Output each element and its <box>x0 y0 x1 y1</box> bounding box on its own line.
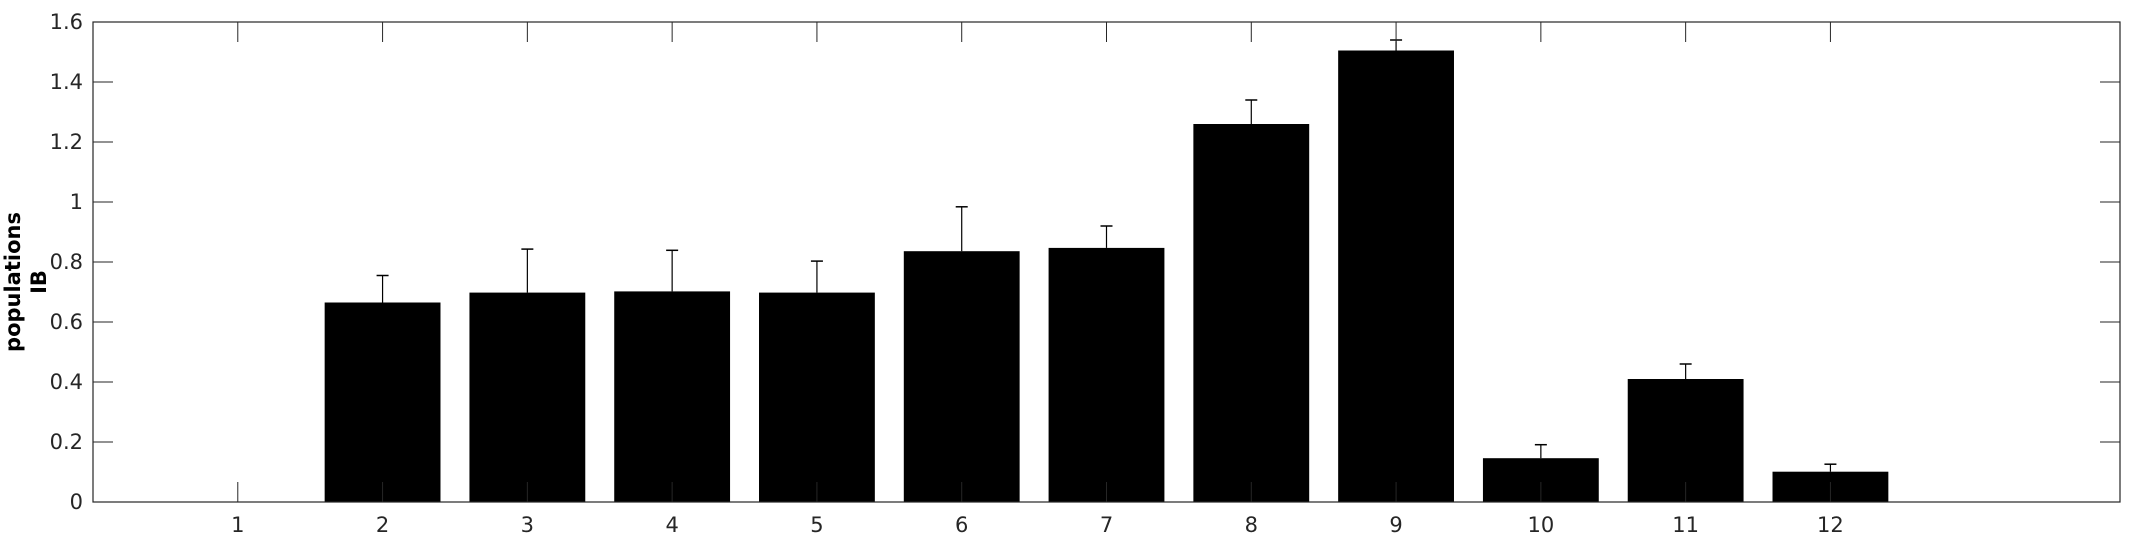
y-tick-label: 1.4 <box>50 70 83 94</box>
bar <box>1048 247 1165 502</box>
error-bar <box>1824 463 1837 472</box>
x-tick-label: 3 <box>521 513 534 533</box>
y-tick-label: 1 <box>70 190 83 214</box>
x-tick-label: 11 <box>1672 513 1699 533</box>
error-bar <box>810 260 823 293</box>
error-bar <box>955 206 968 252</box>
x-tick-label: 2 <box>376 513 389 533</box>
x-tick-label: 8 <box>1245 513 1258 533</box>
bar <box>1338 50 1454 502</box>
bar <box>1193 124 1310 502</box>
bar <box>759 292 875 502</box>
x-tick-label: 12 <box>1817 513 1844 533</box>
y-axis-label-line-2: IB <box>27 270 51 294</box>
x-tick-label: 9 <box>1389 513 1402 533</box>
y-axis-label-line-1: populations <box>1 212 25 352</box>
x-tick-label: 4 <box>665 513 678 533</box>
bar <box>1627 379 1744 502</box>
x-tick-label: 5 <box>810 513 823 533</box>
x-tick-label: 7 <box>1100 513 1113 533</box>
error-bar <box>666 249 679 292</box>
x-tick-label: 6 <box>955 513 968 533</box>
y-tick-label: 1.2 <box>50 130 83 154</box>
bars-layer <box>324 50 1889 502</box>
y-axis-label: populations IB <box>1 212 51 352</box>
y-tick-label: 0.6 <box>50 310 83 334</box>
error-bar <box>521 248 534 293</box>
error-bar <box>1245 99 1258 124</box>
error-bar <box>1679 363 1692 379</box>
bar <box>469 292 586 502</box>
y-tick-label: 0.2 <box>50 430 83 454</box>
y-tick-label: 0.4 <box>50 370 83 394</box>
error-bar <box>1534 443 1547 459</box>
x-tick-label: 10 <box>1527 513 1554 533</box>
x-tick-label: 1 <box>231 513 244 533</box>
bar <box>324 302 441 502</box>
y-tick-label: 0.8 <box>50 250 83 274</box>
bar <box>903 251 1020 502</box>
y-tick-label: 1.6 <box>50 10 83 34</box>
error-bar <box>376 274 389 303</box>
bar <box>614 291 731 502</box>
error-bar <box>1100 225 1113 248</box>
y-tick-label: 0 <box>70 490 83 514</box>
